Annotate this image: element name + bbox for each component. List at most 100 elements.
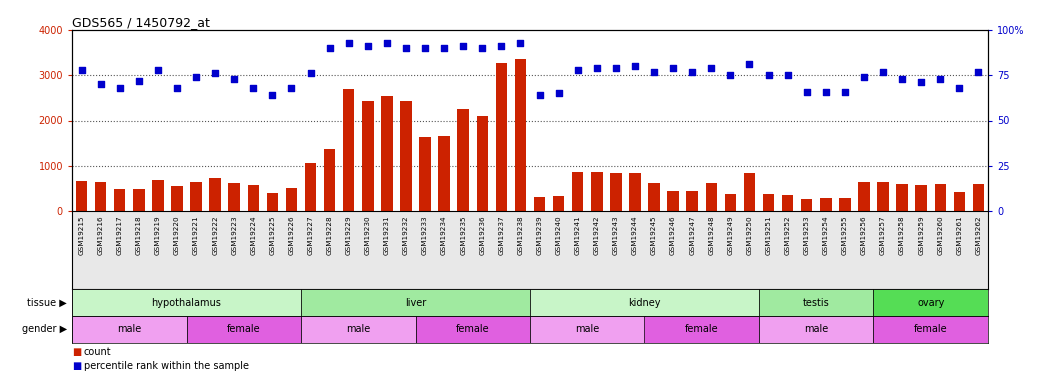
Bar [210, 178, 221, 211]
Text: count: count [84, 347, 112, 357]
Point [111, 85, 128, 91]
Point [951, 85, 967, 91]
Bar [896, 184, 908, 211]
Text: GSM19254: GSM19254 [823, 215, 829, 255]
Text: GSM19241: GSM19241 [574, 215, 581, 255]
Bar [247, 185, 259, 211]
Bar [266, 194, 278, 211]
Point [817, 88, 834, 94]
Bar [324, 148, 335, 211]
Text: ovary: ovary [917, 297, 944, 307]
Bar [133, 189, 145, 211]
Bar [553, 196, 565, 211]
Point [970, 69, 987, 75]
Bar [171, 186, 182, 211]
Bar [458, 109, 468, 211]
Point [855, 74, 872, 80]
Text: GSM19218: GSM19218 [136, 215, 141, 255]
Bar [873, 289, 988, 316]
Point [378, 40, 395, 46]
Bar [954, 192, 965, 211]
Bar [744, 174, 756, 211]
Bar [530, 289, 759, 316]
Bar [645, 316, 759, 343]
Point [188, 74, 204, 80]
Point [722, 72, 739, 78]
Bar [286, 188, 298, 211]
Point [569, 67, 586, 73]
Point [741, 62, 758, 68]
Text: GSM19217: GSM19217 [116, 215, 123, 255]
Text: GSM19240: GSM19240 [555, 215, 562, 255]
Point [169, 85, 185, 91]
Bar [763, 194, 774, 211]
Point [417, 45, 434, 51]
Bar [515, 59, 526, 211]
Text: GSM19235: GSM19235 [460, 215, 466, 255]
Point [436, 45, 453, 51]
Bar [362, 100, 373, 211]
Text: kidney: kidney [628, 297, 660, 307]
Point [932, 76, 948, 82]
Point [894, 76, 911, 82]
Bar [419, 137, 431, 211]
Text: GSM19244: GSM19244 [632, 215, 638, 255]
Text: female: female [914, 324, 947, 334]
Text: ■: ■ [72, 347, 82, 357]
Point [245, 85, 262, 91]
Bar [305, 164, 316, 211]
Bar [873, 316, 988, 343]
Bar [72, 289, 301, 316]
Text: GSM19261: GSM19261 [957, 215, 962, 255]
Bar [75, 181, 87, 211]
Text: GSM19246: GSM19246 [670, 215, 676, 255]
Point [264, 92, 281, 98]
Bar [533, 197, 545, 211]
Point [760, 72, 777, 78]
Bar [343, 89, 354, 211]
Point [550, 90, 567, 96]
Point [302, 70, 319, 76]
Text: liver: liver [405, 297, 427, 307]
Bar [686, 190, 698, 211]
Text: GSM19227: GSM19227 [307, 215, 313, 255]
Text: male: male [575, 324, 599, 334]
Point [588, 65, 605, 71]
Text: GSM19260: GSM19260 [937, 215, 943, 255]
Text: GSM19226: GSM19226 [288, 215, 294, 255]
Text: GSM19258: GSM19258 [899, 215, 905, 255]
Text: ■: ■ [72, 361, 82, 371]
Text: GSM19249: GSM19249 [727, 215, 734, 255]
Bar [916, 185, 926, 211]
Point [780, 72, 796, 78]
Text: gender ▶: gender ▶ [22, 324, 67, 334]
Text: GSM19216: GSM19216 [97, 215, 104, 255]
Text: GSM19253: GSM19253 [804, 215, 810, 255]
Text: GSM19223: GSM19223 [232, 215, 237, 255]
Bar [72, 316, 187, 343]
Bar [821, 198, 831, 211]
Point [474, 45, 490, 51]
Text: percentile rank within the sample: percentile rank within the sample [84, 361, 249, 371]
Bar [187, 316, 301, 343]
Bar [152, 180, 163, 211]
Text: GSM19222: GSM19222 [212, 215, 218, 255]
Point [913, 80, 930, 86]
Text: tissue ▶: tissue ▶ [27, 297, 67, 307]
Text: GSM19220: GSM19220 [174, 215, 180, 255]
Bar [649, 183, 660, 211]
Point [836, 88, 853, 94]
Bar [782, 195, 793, 211]
Text: GSM19224: GSM19224 [250, 215, 257, 255]
Text: GSM19248: GSM19248 [708, 215, 715, 255]
Bar [496, 63, 507, 211]
Point [130, 78, 147, 84]
Point [150, 67, 167, 73]
Text: GSM19229: GSM19229 [346, 215, 352, 255]
Bar [610, 173, 621, 211]
Bar [95, 183, 106, 211]
Bar [839, 198, 851, 211]
Text: GDS565 / 1450792_at: GDS565 / 1450792_at [72, 16, 210, 29]
Text: male: male [346, 324, 370, 334]
Point [455, 43, 472, 49]
